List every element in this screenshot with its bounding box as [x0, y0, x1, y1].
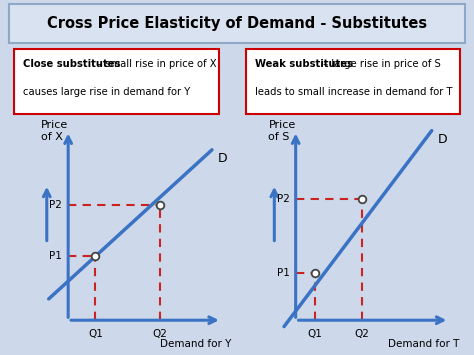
Text: D: D: [218, 152, 228, 165]
Text: Weak substitutes: Weak substitutes: [255, 59, 353, 69]
Text: Demand for Y: Demand for Y: [160, 339, 231, 349]
Text: P1: P1: [49, 251, 62, 261]
Text: Cross Price Elasticity of Demand - Substitutes: Cross Price Elasticity of Demand - Subst…: [47, 16, 427, 31]
FancyBboxPatch shape: [14, 49, 219, 114]
Text: Demand for T: Demand for T: [388, 339, 459, 349]
Text: – small rise in price of X: – small rise in price of X: [94, 59, 216, 69]
Text: D: D: [438, 133, 447, 146]
Text: Price
of S: Price of S: [268, 120, 296, 142]
Text: Q1: Q1: [88, 329, 103, 339]
Text: Q2: Q2: [152, 329, 167, 339]
Text: Q1: Q1: [308, 329, 322, 339]
Text: leads to small increase in demand for T: leads to small increase in demand for T: [255, 87, 453, 97]
Text: – large rise in price of S: – large rise in price of S: [320, 59, 440, 69]
Text: P1: P1: [277, 268, 290, 278]
Text: Q2: Q2: [355, 329, 369, 339]
Text: Price
of X: Price of X: [41, 120, 68, 142]
FancyBboxPatch shape: [246, 49, 460, 114]
Text: Close substitutes: Close substitutes: [23, 59, 120, 69]
Text: P2: P2: [49, 200, 62, 210]
Text: P2: P2: [277, 194, 290, 204]
Text: causes large rise in demand for Y: causes large rise in demand for Y: [23, 87, 191, 97]
